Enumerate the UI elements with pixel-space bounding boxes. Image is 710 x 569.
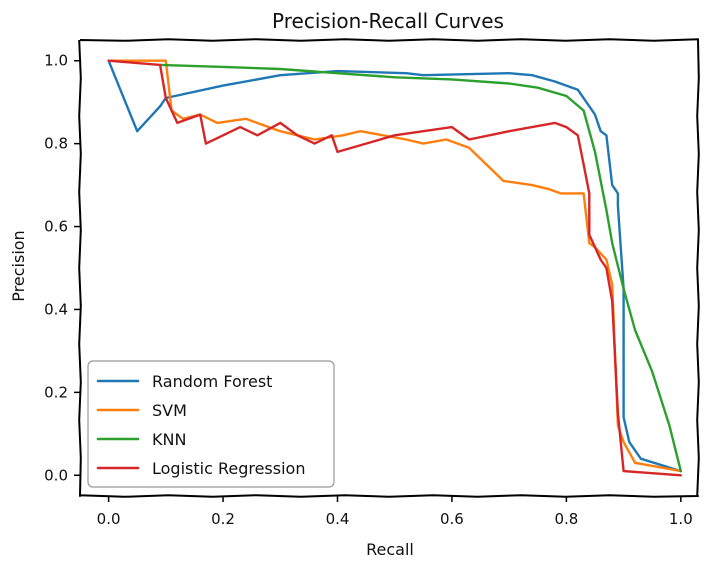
x-tick-label: 1.0 (669, 510, 693, 528)
x-tick-label: 0.4 (326, 510, 350, 528)
x-tick-label: 0.0 (97, 510, 121, 528)
y-tick-label: 0.0 (44, 466, 68, 484)
y-tick-label: 0.2 (44, 383, 68, 401)
legend-label: Logistic Regression (152, 459, 305, 478)
legend-label: KNN (152, 430, 186, 449)
y-tick-label: 0.6 (44, 218, 68, 236)
y-axis-label: Precision (9, 230, 28, 301)
x-axis-label: Recall (366, 540, 414, 559)
series-layer (107, 59, 682, 477)
series-line-logistic-regression (107, 59, 682, 477)
legend: Random Forest SVM KNN Logistic Regression (87, 360, 335, 488)
series-line-knn (158, 63, 682, 473)
ticks-layer: 0.0 0.0 0.2 0.2 0.4 0.4 0.6 0.6 0.8 0.8 1.0 1.0 (44, 52, 693, 528)
legend-box (87, 360, 335, 488)
y-tick-label: 0.4 (44, 300, 68, 318)
legend-label: SVM (152, 401, 187, 420)
plot-border (78, 38, 700, 498)
y-tick-label: 0.8 (44, 135, 68, 153)
plot-frame (78, 38, 700, 498)
series-line-svm (107, 59, 682, 473)
chart-title: Precision-Recall Curves (272, 9, 504, 33)
x-tick-label: 0.6 (440, 510, 464, 528)
legend-label: Random Forest (152, 372, 272, 391)
x-tick-label: 0.8 (554, 510, 578, 528)
y-tick-label: 1.0 (44, 52, 68, 70)
x-tick-label: 0.2 (211, 510, 235, 528)
